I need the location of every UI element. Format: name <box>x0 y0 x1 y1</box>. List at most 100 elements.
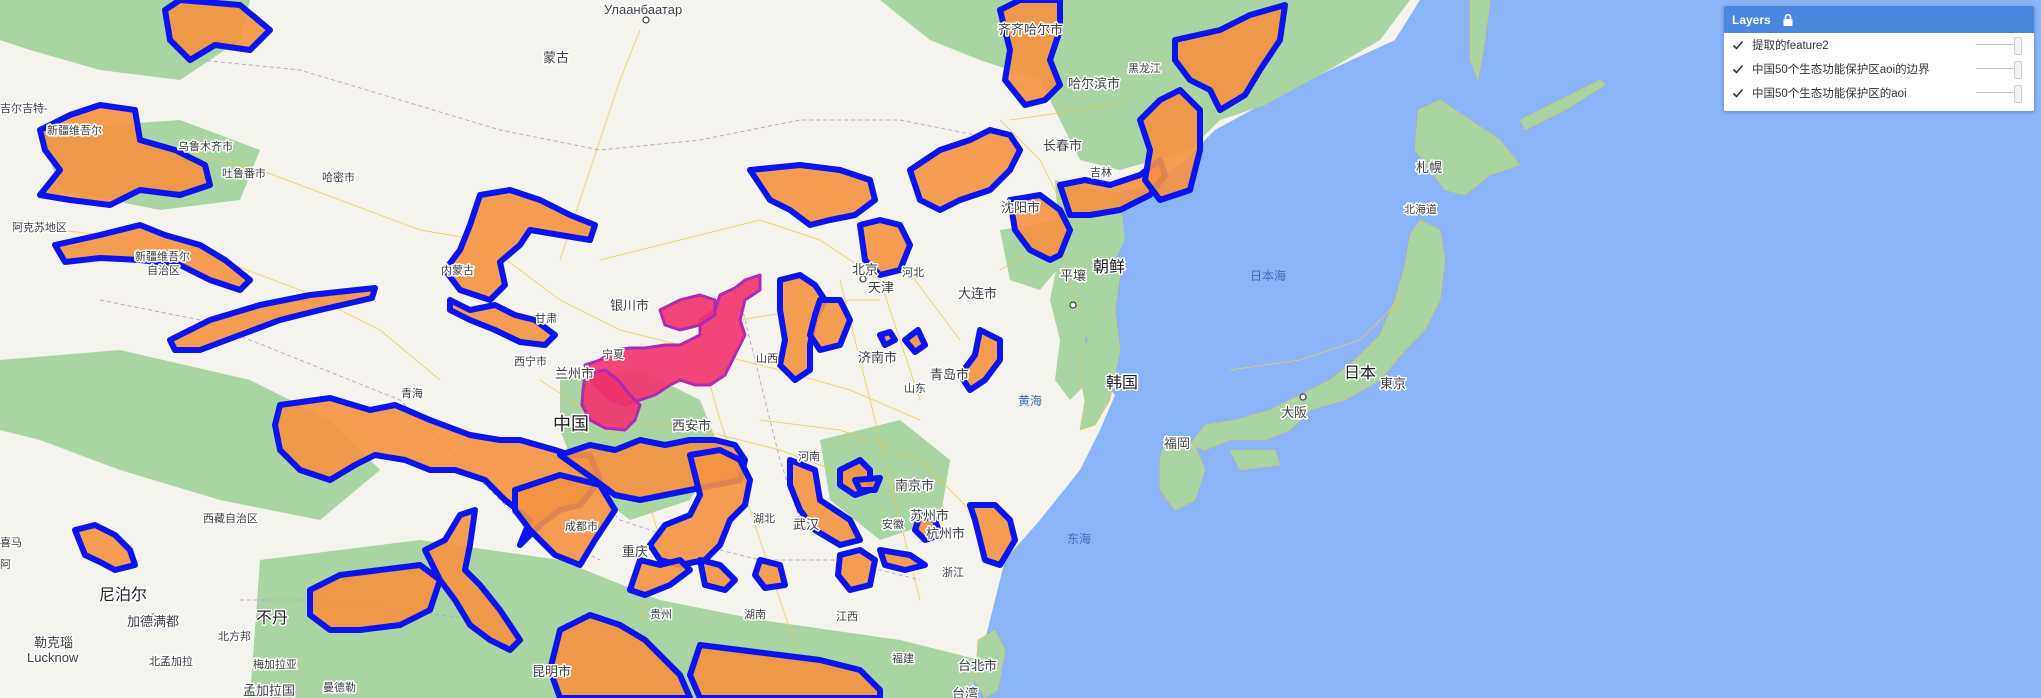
label-gilgit: 吉尔吉特- <box>0 101 48 115</box>
kyushu-island <box>1159 439 1206 511</box>
label-lucknow: Lucknow <box>27 650 79 665</box>
aoi-polygon[interactable] <box>835 547 878 593</box>
label-tianjin: 天津 <box>868 280 894 295</box>
aoi-polygon[interactable] <box>52 222 253 293</box>
aoi-polygon[interactable] <box>627 557 693 598</box>
aoi-polygon[interactable] <box>72 522 138 573</box>
aoi-polygon[interactable] <box>907 127 1023 213</box>
layer-checkbox-icon[interactable] <box>1732 87 1744 99</box>
aoi-polygon[interactable] <box>967 502 1018 568</box>
aoi-polygon[interactable] <box>787 457 863 548</box>
layer-checkbox-icon[interactable] <box>1732 39 1744 51</box>
label-south-korea: 韩国 <box>1106 374 1138 392</box>
layer-row-aoi[interactable]: 中国50个生态功能保护区的aoi <box>1724 81 2034 105</box>
layer-row-feature2[interactable]: 提取的feature2 <box>1724 33 2034 57</box>
label-shandong: 山东 <box>904 382 926 395</box>
label-kathmandu: 加德满都 <box>127 614 179 629</box>
lock-icon[interactable] <box>1781 13 1795 27</box>
label-jinan: 济南市 <box>858 350 897 365</box>
aoi-polygon[interactable] <box>422 507 523 653</box>
aoi-polygon[interactable] <box>857 217 913 278</box>
label-mandalay: 曼德勒 <box>323 680 356 694</box>
kuril-island <box>1519 79 1606 131</box>
sakhalin-island <box>1469 0 1491 82</box>
aoi-polygon[interactable] <box>647 447 753 568</box>
label-hebei: 河北 <box>902 266 924 279</box>
aoi-polygon[interactable] <box>877 329 898 348</box>
city-marker[interactable] <box>1299 393 1307 401</box>
label-east-china-sea: 东海 <box>1067 531 1091 546</box>
label-himachal: 喜马 <box>0 536 22 549</box>
label-amritsar: 阿 <box>0 558 11 571</box>
aoi-polygon[interactable] <box>1007 192 1073 263</box>
label-qingdao: 青岛市 <box>930 367 969 382</box>
opacity-slider-handle[interactable] <box>2014 85 2022 103</box>
opacity-slider-handle[interactable] <box>2014 61 2022 79</box>
opacity-slider-track[interactable] <box>1976 44 2018 45</box>
label-gansu: 甘肃 <box>535 312 557 325</box>
aoi-polygon[interactable] <box>162 0 273 63</box>
city-marker[interactable] <box>979 664 987 672</box>
layer-row-aoi-boundary[interactable]: 中国50个生态功能保护区aoi的边界 <box>1724 57 2034 81</box>
aoi-polygon[interactable] <box>997 0 1063 108</box>
label-henan: 河南 <box>798 450 820 463</box>
aoi-polygon[interactable] <box>852 475 883 493</box>
aoi-polygon[interactable] <box>512 472 618 568</box>
label-north-india: 北方邦 <box>218 629 251 643</box>
label-xian: 西安市 <box>672 418 711 433</box>
aoi-polygon[interactable] <box>912 512 943 543</box>
aoi-polygon[interactable] <box>1137 87 1203 203</box>
aoi-polygon[interactable] <box>1172 2 1288 113</box>
label-mongolia: 蒙古 <box>543 50 569 65</box>
aoi-polygon[interactable] <box>447 297 558 348</box>
opacity-slider-track[interactable] <box>1976 68 2018 69</box>
label-china: 中国 <box>553 414 589 434</box>
label-yinchuan: 银川市 <box>610 298 649 313</box>
opacity-slider-track[interactable] <box>1976 92 2018 93</box>
aoi-polygon[interactable] <box>697 557 738 593</box>
aoi-polygon[interactable] <box>167 285 378 353</box>
aoi-polygon[interactable] <box>902 327 928 355</box>
label-yellow-sea: 黄海 <box>1018 393 1042 408</box>
aoi-polygon[interactable] <box>37 102 213 208</box>
label-sapporo: 札幌 <box>1416 160 1442 175</box>
korea-peninsula <box>1064 249 1121 431</box>
label-changchun: 长春市 <box>1043 138 1082 153</box>
label-guizhou: 贵州 <box>650 608 672 621</box>
layer-checkbox-icon[interactable] <box>1732 63 1744 75</box>
aoi-polygon[interactable] <box>547 612 693 698</box>
city-marker[interactable] <box>859 275 867 283</box>
aoi-polygon[interactable] <box>687 642 883 698</box>
aoi-polygon[interactable] <box>747 162 878 228</box>
city-marker[interactable] <box>1069 301 1077 309</box>
label-harbin: 哈尔滨市 <box>1068 76 1120 91</box>
label-tokyo: 東京 <box>1380 376 1406 391</box>
label-osaka: 大阪 <box>1281 405 1307 420</box>
aoi-polygon[interactable] <box>957 327 1003 393</box>
label-taipei: 台北市 <box>958 658 997 673</box>
aoi-polygon[interactable] <box>777 272 828 383</box>
label-anhui: 安徽 <box>882 517 904 531</box>
label-dalian: 大连市 <box>958 286 997 301</box>
city-marker[interactable] <box>150 613 158 621</box>
opacity-slider-handle[interactable] <box>2014 37 2022 55</box>
label-suzhou: 苏州市 <box>910 508 949 523</box>
label-sea-of-japan: 日本海 <box>1250 268 1286 283</box>
label-chengdu: 成都市 <box>565 519 598 533</box>
selected-feature-east[interactable] <box>658 293 717 332</box>
aoi-polygon[interactable] <box>752 557 788 591</box>
city-marker[interactable] <box>642 16 650 24</box>
label-shanxi: 山西 <box>756 352 778 365</box>
layers-panel-header[interactable]: Layers <box>1724 6 2034 33</box>
aoi-polygon[interactable] <box>307 562 443 633</box>
layers-panel: Layers 提取的feature2 中国50个生态功能保护区aoi的边界 中国… <box>1724 6 2034 111</box>
label-xinjiang-top: 新疆维吾尔 <box>47 123 102 137</box>
aoi-polygon[interactable] <box>442 187 598 303</box>
label-fukuoka: 福岡 <box>1164 436 1190 451</box>
aoi-polygon[interactable] <box>877 547 928 573</box>
label-nanjing: 南京市 <box>895 478 934 493</box>
selected-feature-west[interactable] <box>580 368 642 432</box>
label-lucknow-cn: 勒克瑙 <box>34 635 73 650</box>
aoi-polygon[interactable] <box>807 297 853 353</box>
